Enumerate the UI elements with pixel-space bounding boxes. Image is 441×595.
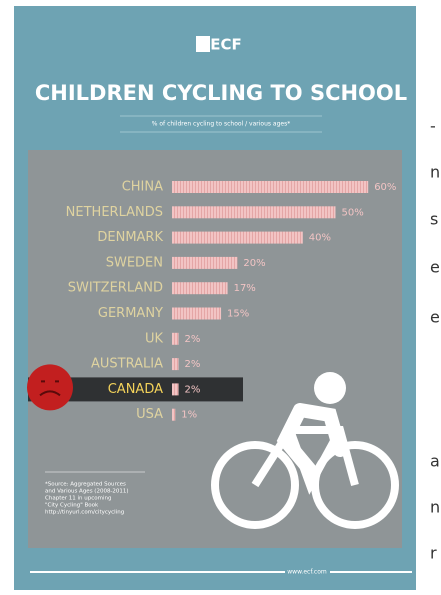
bar	[172, 257, 237, 269]
article-text-fragment: -	[430, 117, 436, 136]
value-label: 2%	[185, 384, 201, 395]
bar	[172, 308, 221, 320]
bar	[172, 333, 179, 345]
category-label: DENMARK	[97, 230, 163, 245]
bar	[172, 409, 175, 421]
footnote: Chapter 11 in upcoming	[45, 496, 111, 502]
value-label: 15%	[227, 309, 249, 320]
category-label: CANADA	[108, 382, 163, 397]
sad-face	[27, 364, 73, 410]
infographic: ECF CHILDREN CYCLING TO SCHOOL % of chil…	[0, 0, 441, 595]
bar	[172, 181, 368, 193]
logo: ECF	[210, 36, 242, 54]
footer: www.ecf.com	[287, 569, 327, 576]
category-label: CHINA	[122, 180, 163, 195]
value-label: 1%	[181, 410, 197, 421]
bar	[172, 232, 303, 244]
article-text-fragment: a	[430, 452, 440, 471]
category-label: SWITZERLAND	[68, 281, 163, 296]
footnote: "City Cycling" Book	[45, 503, 99, 509]
value-label: 20%	[243, 258, 265, 269]
value-label: 2%	[185, 334, 201, 345]
article-text-fragment: n	[430, 498, 440, 517]
article-text-fragment: s	[430, 210, 438, 229]
footnote: and Various Ages (2008-2011)	[45, 489, 129, 495]
bar	[172, 282, 228, 294]
category-label: GERMANY	[98, 306, 163, 321]
article-text-fragment: n	[430, 163, 440, 182]
footnote: *Source: Aggregated Sources	[45, 482, 126, 488]
article-text-fragment: e	[430, 258, 440, 277]
logo-mark	[196, 36, 210, 52]
article-text-fragment: r	[430, 544, 437, 563]
value-label: 17%	[234, 283, 256, 294]
bar	[172, 358, 179, 370]
category-label: UK	[145, 331, 164, 346]
bar	[172, 206, 336, 218]
value-label: 40%	[309, 233, 331, 244]
category-label: NETHERLANDS	[66, 205, 163, 220]
subtitle: % of children cycling to school / variou…	[152, 121, 290, 128]
value-label: 2%	[185, 359, 201, 370]
value-label: 50%	[342, 207, 364, 218]
chart-title: CHILDREN CYCLING TO SCHOOL	[35, 81, 407, 105]
page: ECF CHILDREN CYCLING TO SCHOOL % of chil…	[0, 0, 441, 595]
bar	[172, 383, 179, 395]
article-text-fragment: e	[430, 308, 440, 327]
category-label: SWEDEN	[106, 255, 163, 270]
value-label: 60%	[374, 182, 396, 193]
category-label: AUSTRALIA	[91, 357, 163, 372]
category-label: USA	[136, 407, 163, 422]
footnote: http://tinyurl.com/citycycling	[45, 510, 124, 516]
